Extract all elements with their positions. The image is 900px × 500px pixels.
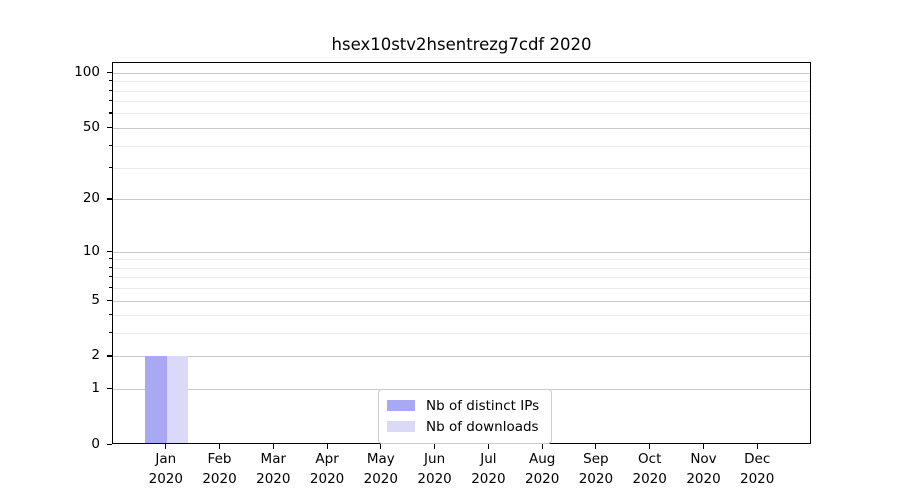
gridline-major [113, 199, 810, 201]
plot-area [112, 62, 811, 444]
gridline-minor [113, 267, 810, 269]
y-axis-minor-tick [109, 266, 112, 268]
x-axis-tick [756, 444, 758, 449]
gridline-minor [113, 315, 810, 317]
y-axis-tick-label: 2 [91, 347, 100, 364]
gridline-minor [113, 113, 810, 115]
y-axis-tick [107, 250, 112, 252]
y-axis-minor-tick [109, 167, 112, 169]
y-axis-minor-tick [109, 276, 112, 278]
y-axis-tick [107, 388, 112, 390]
bar-distinct-ips [145, 356, 167, 443]
x-axis-tick [218, 444, 221, 449]
gridline-minor [113, 168, 810, 169]
x-axis-tick-label: Sep 2020 [578, 451, 614, 487]
y-axis-minor-tick [109, 112, 112, 114]
y-axis-minor-tick [109, 332, 112, 334]
x-axis-tick [487, 444, 489, 449]
x-axis-tick-label: Jun 2020 [417, 451, 452, 487]
x-axis-tick-label: Jan 2020 [148, 451, 183, 487]
gridline-major [113, 72, 810, 74]
x-axis-tick [595, 444, 597, 449]
y-axis-tick [107, 126, 112, 129]
y-axis-tick [107, 355, 112, 357]
gridline-minor [113, 145, 810, 147]
x-axis-tick-label: Dec 2020 [740, 451, 775, 487]
y-axis-minor-tick [109, 80, 112, 82]
x-axis-tick-label: Aug 2020 [525, 451, 560, 487]
y-axis-minor-tick [109, 314, 112, 316]
y-axis-minor-tick [109, 258, 112, 260]
y-axis-tick [107, 198, 112, 200]
x-axis-tick-label: Mar 2020 [256, 451, 291, 487]
x-axis-tick-label: Nov 2020 [686, 451, 721, 487]
legend-label: Nb of downloads [426, 418, 539, 435]
y-axis-tick-label: 5 [91, 291, 100, 308]
chart-title: hsex10stv2hsentrezg7cdf 2020 [331, 35, 592, 54]
x-axis-tick [649, 444, 651, 449]
gridline-minor [113, 90, 810, 92]
gridline-major [113, 356, 810, 358]
gridline-minor [113, 333, 810, 335]
gridline-minor [113, 288, 810, 290]
x-axis-tick [380, 444, 382, 449]
y-axis-minor-tick [109, 144, 112, 146]
gridline-minor [113, 277, 810, 279]
gridline-minor [113, 101, 810, 103]
y-axis-tick [107, 299, 112, 301]
x-axis-tick-label: Oct 2020 [632, 451, 667, 487]
gridline-minor [113, 259, 810, 261]
x-axis-tick [272, 444, 274, 449]
y-axis-tick [107, 71, 112, 73]
legend-item-downloads: Nb of downloads [387, 416, 539, 437]
gridline-minor [113, 81, 810, 83]
bar-downloads [166, 356, 189, 443]
downloads-swatch-icon [387, 421, 415, 432]
y-axis-minor-tick [109, 100, 112, 102]
y-axis-tick-label: 0 [91, 436, 100, 452]
y-axis-tick-label: 1 [91, 380, 100, 397]
y-axis-minor-tick [109, 287, 112, 289]
y-axis-tick [107, 444, 112, 446]
y-axis-tick-label: 10 [82, 242, 100, 259]
x-axis-tick-label: Apr 2020 [309, 451, 345, 487]
gridline-major [113, 251, 810, 253]
y-axis-tick-label: 50 [82, 118, 100, 135]
x-axis-tick [165, 444, 167, 449]
gridline-major [113, 300, 810, 302]
x-axis-tick [702, 444, 705, 449]
gridline-major [113, 127, 810, 129]
legend-label: Nb of distinct IPs [426, 397, 540, 414]
x-axis-tick-label: Feb 2020 [202, 451, 237, 487]
x-axis-tick-label: May 2020 [363, 451, 398, 487]
x-axis-tick [541, 444, 543, 449]
x-axis-tick-label: Jul 2020 [471, 451, 506, 487]
legend-item-distinct-ips: Nb of distinct IPs [387, 395, 539, 416]
legend: Nb of distinct IPs Nb of downloads [378, 389, 553, 444]
y-axis-tick-label: 100 [74, 63, 100, 80]
x-axis-tick [434, 444, 436, 449]
distinct-ips-swatch-icon [387, 400, 415, 411]
y-axis-tick-label: 20 [82, 190, 100, 207]
x-axis-tick [326, 444, 328, 449]
y-axis-minor-tick [109, 89, 112, 91]
